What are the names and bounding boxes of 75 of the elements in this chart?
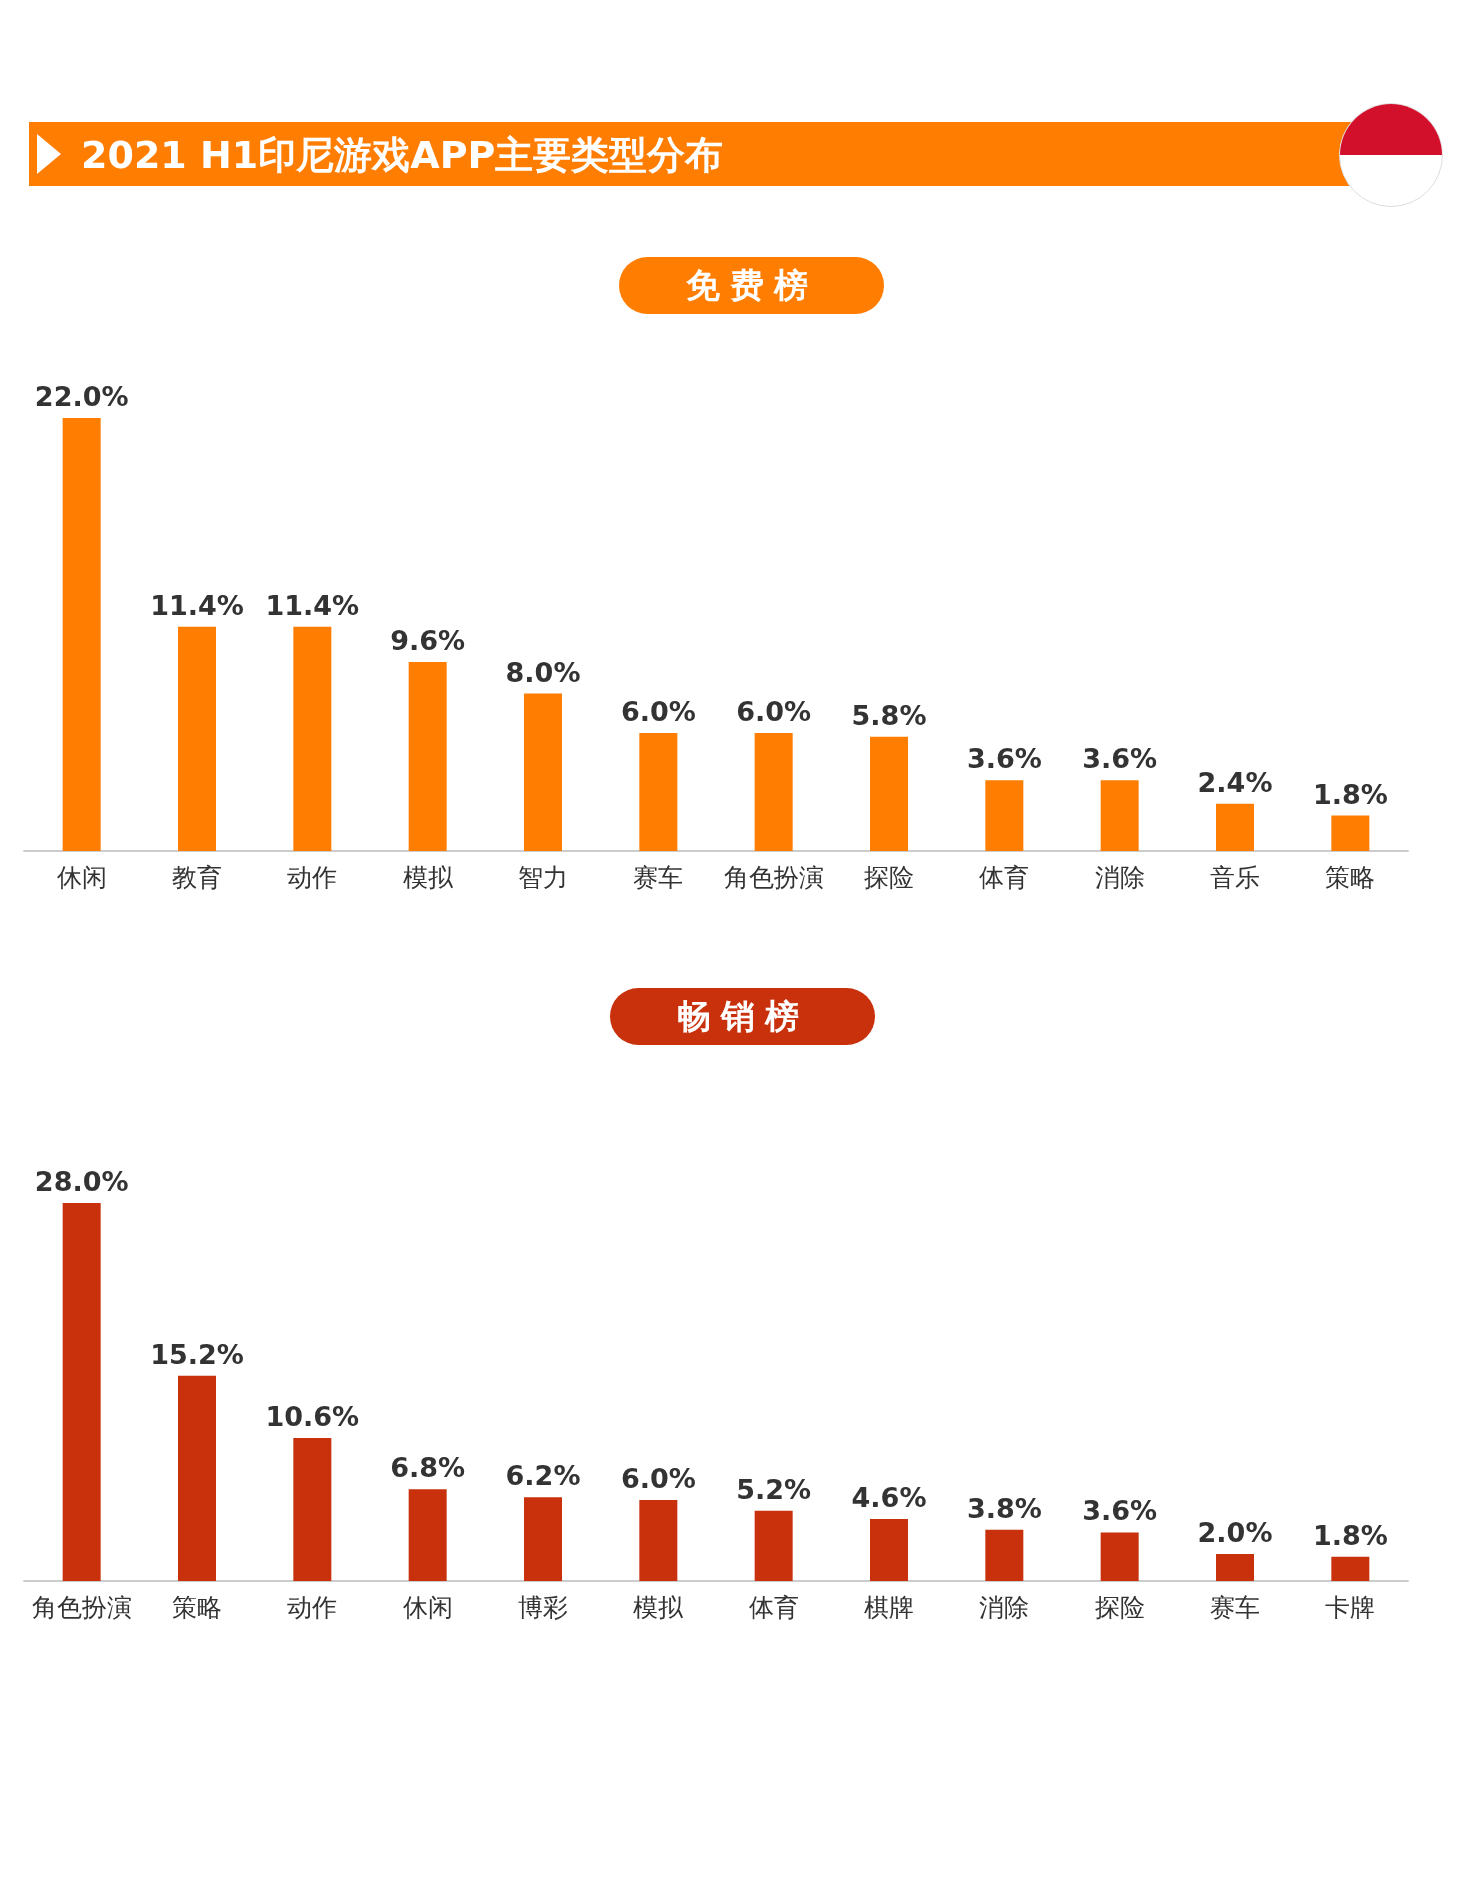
x-tick-label: 策略 bbox=[1325, 863, 1376, 892]
data-label: 2.4% bbox=[1197, 766, 1273, 798]
chart-subtitle: 免费榜 bbox=[619, 257, 884, 314]
bar bbox=[985, 1529, 1024, 1581]
x-tick-label: 赛车 bbox=[1210, 1593, 1260, 1622]
bar bbox=[754, 1510, 793, 1581]
data-label: 11.4% bbox=[265, 589, 360, 621]
data-label: 3.6% bbox=[1082, 743, 1158, 775]
x-tick-label: 模拟 bbox=[402, 863, 454, 892]
x-tick-label: 体育 bbox=[979, 863, 1030, 892]
bar bbox=[1216, 1554, 1254, 1581]
x-tick-label: 策略 bbox=[172, 1593, 222, 1622]
bar bbox=[408, 662, 447, 851]
data-label: 6.8% bbox=[390, 1452, 466, 1484]
data-label: 10.6% bbox=[265, 1400, 360, 1432]
data-label: 6.0% bbox=[736, 695, 812, 727]
bar bbox=[639, 1500, 678, 1581]
bar bbox=[178, 1375, 216, 1581]
bar bbox=[293, 626, 332, 851]
data-label: 28.0% bbox=[34, 1166, 129, 1197]
bar bbox=[62, 418, 101, 851]
x-tick-label: 棋牌 bbox=[864, 1593, 914, 1622]
x-tick-label: 博彩 bbox=[518, 1593, 568, 1622]
x-tick-label: 音乐 bbox=[1210, 863, 1260, 892]
bar bbox=[62, 1203, 101, 1581]
x-tick-label: 动作 bbox=[287, 863, 338, 892]
x-tick-label: 探险 bbox=[1094, 1593, 1145, 1622]
x-tick-label: 休闲 bbox=[402, 1593, 453, 1622]
bar bbox=[1100, 780, 1139, 851]
bar bbox=[408, 1489, 447, 1581]
bar bbox=[870, 736, 908, 851]
x-tick-label: 消除 bbox=[1094, 863, 1145, 892]
x-tick-label: 教育 bbox=[172, 863, 222, 892]
bar bbox=[1331, 815, 1370, 851]
data-label: 9.6% bbox=[390, 625, 466, 657]
bar bbox=[293, 1437, 332, 1581]
x-tick-label: 卡牌 bbox=[1325, 1593, 1376, 1622]
data-label: 4.6% bbox=[851, 1481, 927, 1513]
bar bbox=[754, 732, 793, 851]
bar bbox=[1100, 1532, 1139, 1581]
data-label: 5.8% bbox=[851, 699, 927, 731]
bar bbox=[1331, 1556, 1370, 1581]
x-tick-label: 赛车 bbox=[633, 863, 684, 892]
x-tick-label: 体育 bbox=[748, 1593, 799, 1622]
chart-title: 2021 H1印尼游戏APP主要类型分布 bbox=[81, 132, 724, 179]
x-tick-label: 角色扮演 bbox=[31, 1593, 132, 1622]
bar bbox=[870, 1518, 908, 1581]
x-tick-label: 角色扮演 bbox=[723, 863, 824, 892]
data-label: 5.2% bbox=[736, 1473, 812, 1505]
bar bbox=[639, 732, 678, 851]
data-label: 3.8% bbox=[966, 1492, 1042, 1524]
data-label: 11.4% bbox=[150, 589, 244, 621]
chart-title: 畅销榜 bbox=[610, 988, 875, 1045]
data-label: 6.2% bbox=[505, 1460, 581, 1492]
x-tick-label: 休闲 bbox=[56, 863, 107, 892]
data-label: 6.0% bbox=[620, 1463, 696, 1494]
data-label: 2.0% bbox=[1197, 1517, 1273, 1548]
bar bbox=[178, 626, 216, 851]
data-label: 15.2% bbox=[150, 1338, 244, 1370]
x-tick-label: 动作 bbox=[287, 1593, 338, 1622]
x-tick-label: 模拟 bbox=[633, 1593, 685, 1622]
x-tick-label: 消除 bbox=[979, 1593, 1030, 1622]
data-label: 22.0% bbox=[34, 381, 129, 412]
x-tick-label: 智力 bbox=[518, 863, 568, 892]
bar bbox=[524, 1497, 562, 1581]
data-label: 1.8% bbox=[1312, 778, 1388, 810]
data-label: 1.8% bbox=[1312, 1519, 1388, 1551]
bar bbox=[985, 780, 1024, 851]
bar bbox=[1216, 803, 1254, 851]
data-label: 3.6% bbox=[966, 743, 1042, 775]
data-label: 3.6% bbox=[1082, 1495, 1158, 1527]
x-tick-label: 探险 bbox=[864, 863, 914, 892]
data-label: 6.0% bbox=[620, 695, 696, 727]
bar bbox=[524, 693, 562, 851]
data-label: 8.0% bbox=[505, 656, 581, 688]
